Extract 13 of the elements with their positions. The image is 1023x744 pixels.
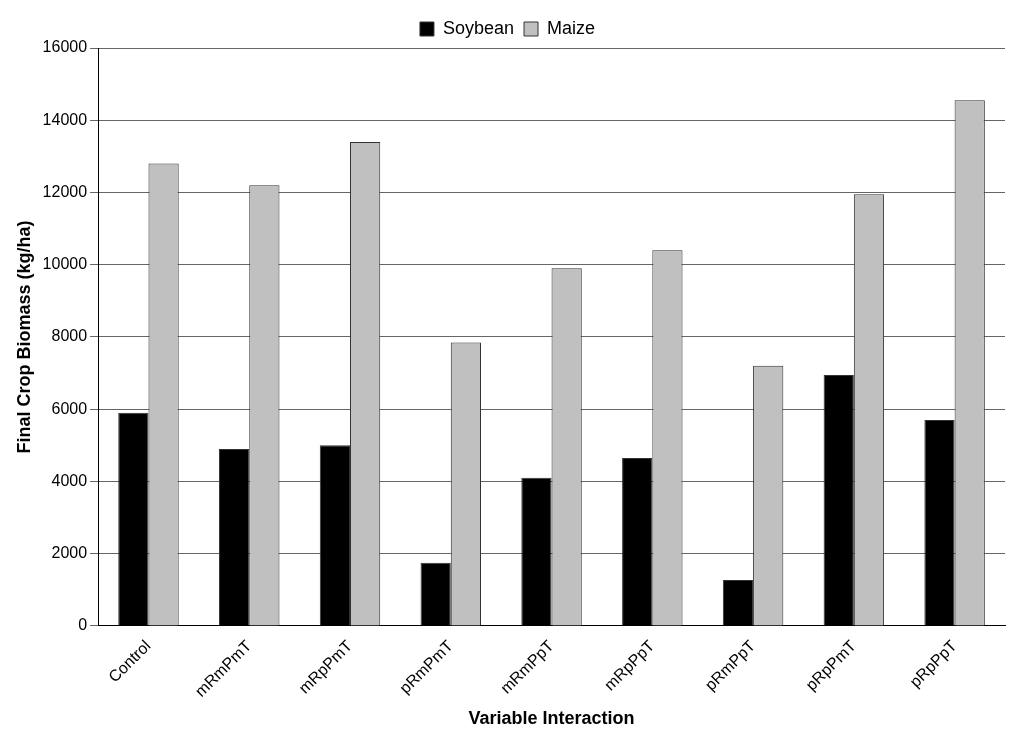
y-tick-label: 10000 <box>42 255 88 273</box>
legend-label: Soybean <box>442 17 515 38</box>
x-axis-title: Variable Interaction <box>468 708 635 729</box>
y-tick-label: 0 <box>78 616 88 634</box>
y-tick-label: 14000 <box>42 110 88 128</box>
y-tick-label: 8000 <box>51 327 88 345</box>
y-tick-label: 6000 <box>51 399 88 417</box>
y-tick-label: 2000 <box>51 544 88 562</box>
y-tick-label: 12000 <box>42 182 88 200</box>
y-axis-title: Final Crop Biomass (kg/ha) <box>13 220 34 454</box>
y-tick-label: 4000 <box>51 471 88 489</box>
legend-label: Maize <box>547 17 596 38</box>
y-tick-label: 16000 <box>42 38 88 56</box>
